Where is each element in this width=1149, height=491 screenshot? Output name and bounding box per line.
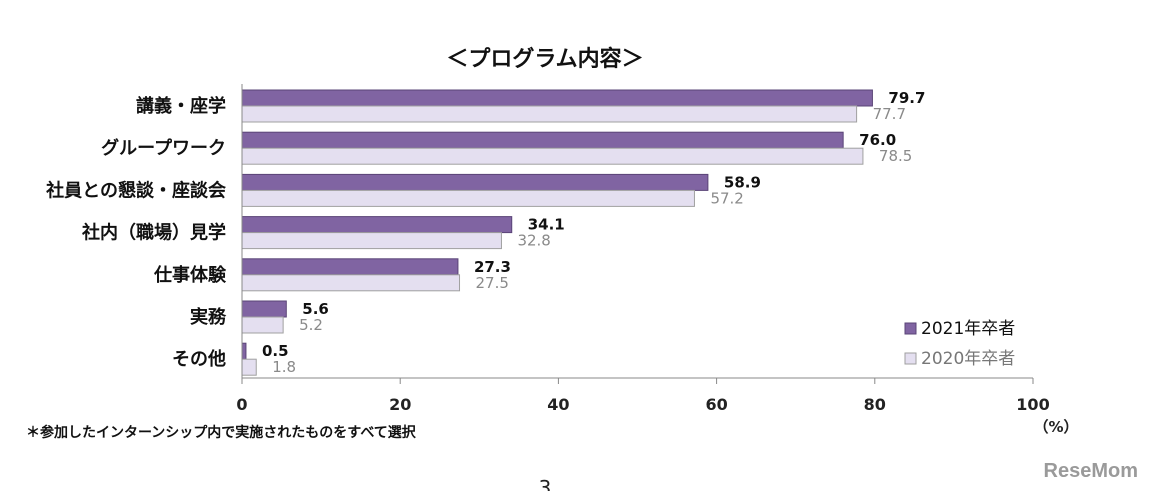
data-label-2021: 27.3 bbox=[474, 258, 511, 276]
bar-2021 bbox=[241, 342, 247, 360]
category-label: その他 bbox=[172, 348, 226, 370]
data-label-2021: 5.6 bbox=[302, 300, 329, 318]
data-label-2020: 57.2 bbox=[710, 189, 743, 207]
bar-2021 bbox=[241, 258, 459, 276]
data-label-2020: 5.2 bbox=[299, 316, 323, 334]
data-label-2020: 27.5 bbox=[476, 274, 509, 292]
bar-2020 bbox=[241, 274, 461, 292]
data-label-2021: 76.0 bbox=[859, 131, 896, 149]
x-tick-label: 40 bbox=[547, 395, 569, 414]
bar-2020 bbox=[241, 147, 864, 165]
bar-2020 bbox=[241, 105, 858, 123]
category-label: グループワーク bbox=[101, 137, 226, 159]
footnote: ＊参加したインターンシップ内で実施されたものをすべて選択 bbox=[26, 424, 417, 441]
unit-label: （%） bbox=[1033, 418, 1078, 436]
bars: 79.777.7 76.078.5 58.957.2 34.132.8 27.327.5… bbox=[241, 89, 925, 376]
legend-label-2021: 2021年卒者 bbox=[921, 319, 1015, 339]
data-label-2020: 78.5 bbox=[879, 147, 912, 165]
bar-2020 bbox=[241, 316, 284, 334]
data-label-2021: 79.7 bbox=[888, 89, 925, 107]
bar-2021 bbox=[241, 131, 844, 149]
category-label: 仕事体験 bbox=[153, 264, 227, 286]
legend-label-2020: 2020年卒者 bbox=[921, 349, 1015, 369]
bar-2021 bbox=[241, 300, 287, 318]
page-number: 3 bbox=[539, 476, 552, 491]
watermark-logo: ReseMom bbox=[1044, 460, 1138, 482]
x-tick-label: 0 bbox=[236, 395, 247, 414]
x-tick-label: 60 bbox=[705, 395, 727, 414]
bar-2021 bbox=[241, 173, 709, 191]
bar-2020 bbox=[241, 189, 695, 207]
x-tick-label: 100 bbox=[1016, 395, 1049, 414]
bar-2021 bbox=[241, 89, 873, 107]
category-label: 社内（職場）見学 bbox=[82, 222, 226, 244]
bar-2021 bbox=[241, 216, 513, 234]
category-label: 社員との懇談・座談会 bbox=[46, 179, 226, 201]
data-label-2020: 77.7 bbox=[873, 105, 906, 123]
data-label-2021: 34.1 bbox=[528, 216, 565, 234]
category-label: 実務 bbox=[190, 306, 227, 328]
x-axis-ticks: 0 20 40 60 80 100 bbox=[236, 378, 1050, 414]
legend: 2021年卒者 2020年卒者 bbox=[904, 319, 1015, 369]
chart-title: ＜プログラム内容＞ bbox=[446, 46, 643, 72]
data-label-2021: 0.5 bbox=[262, 342, 289, 360]
bar-2020 bbox=[241, 358, 257, 376]
data-label-2021: 58.9 bbox=[724, 173, 761, 191]
data-label-2020: 32.8 bbox=[517, 232, 550, 250]
x-tick-label: 20 bbox=[389, 395, 411, 414]
x-tick-label: 80 bbox=[864, 395, 886, 414]
legend-swatch-2020 bbox=[904, 352, 917, 365]
bar-2020 bbox=[241, 232, 502, 250]
category-label: 講義・座学 bbox=[136, 95, 226, 117]
data-label-2020: 1.8 bbox=[272, 358, 296, 376]
legend-swatch-2021 bbox=[904, 322, 917, 335]
